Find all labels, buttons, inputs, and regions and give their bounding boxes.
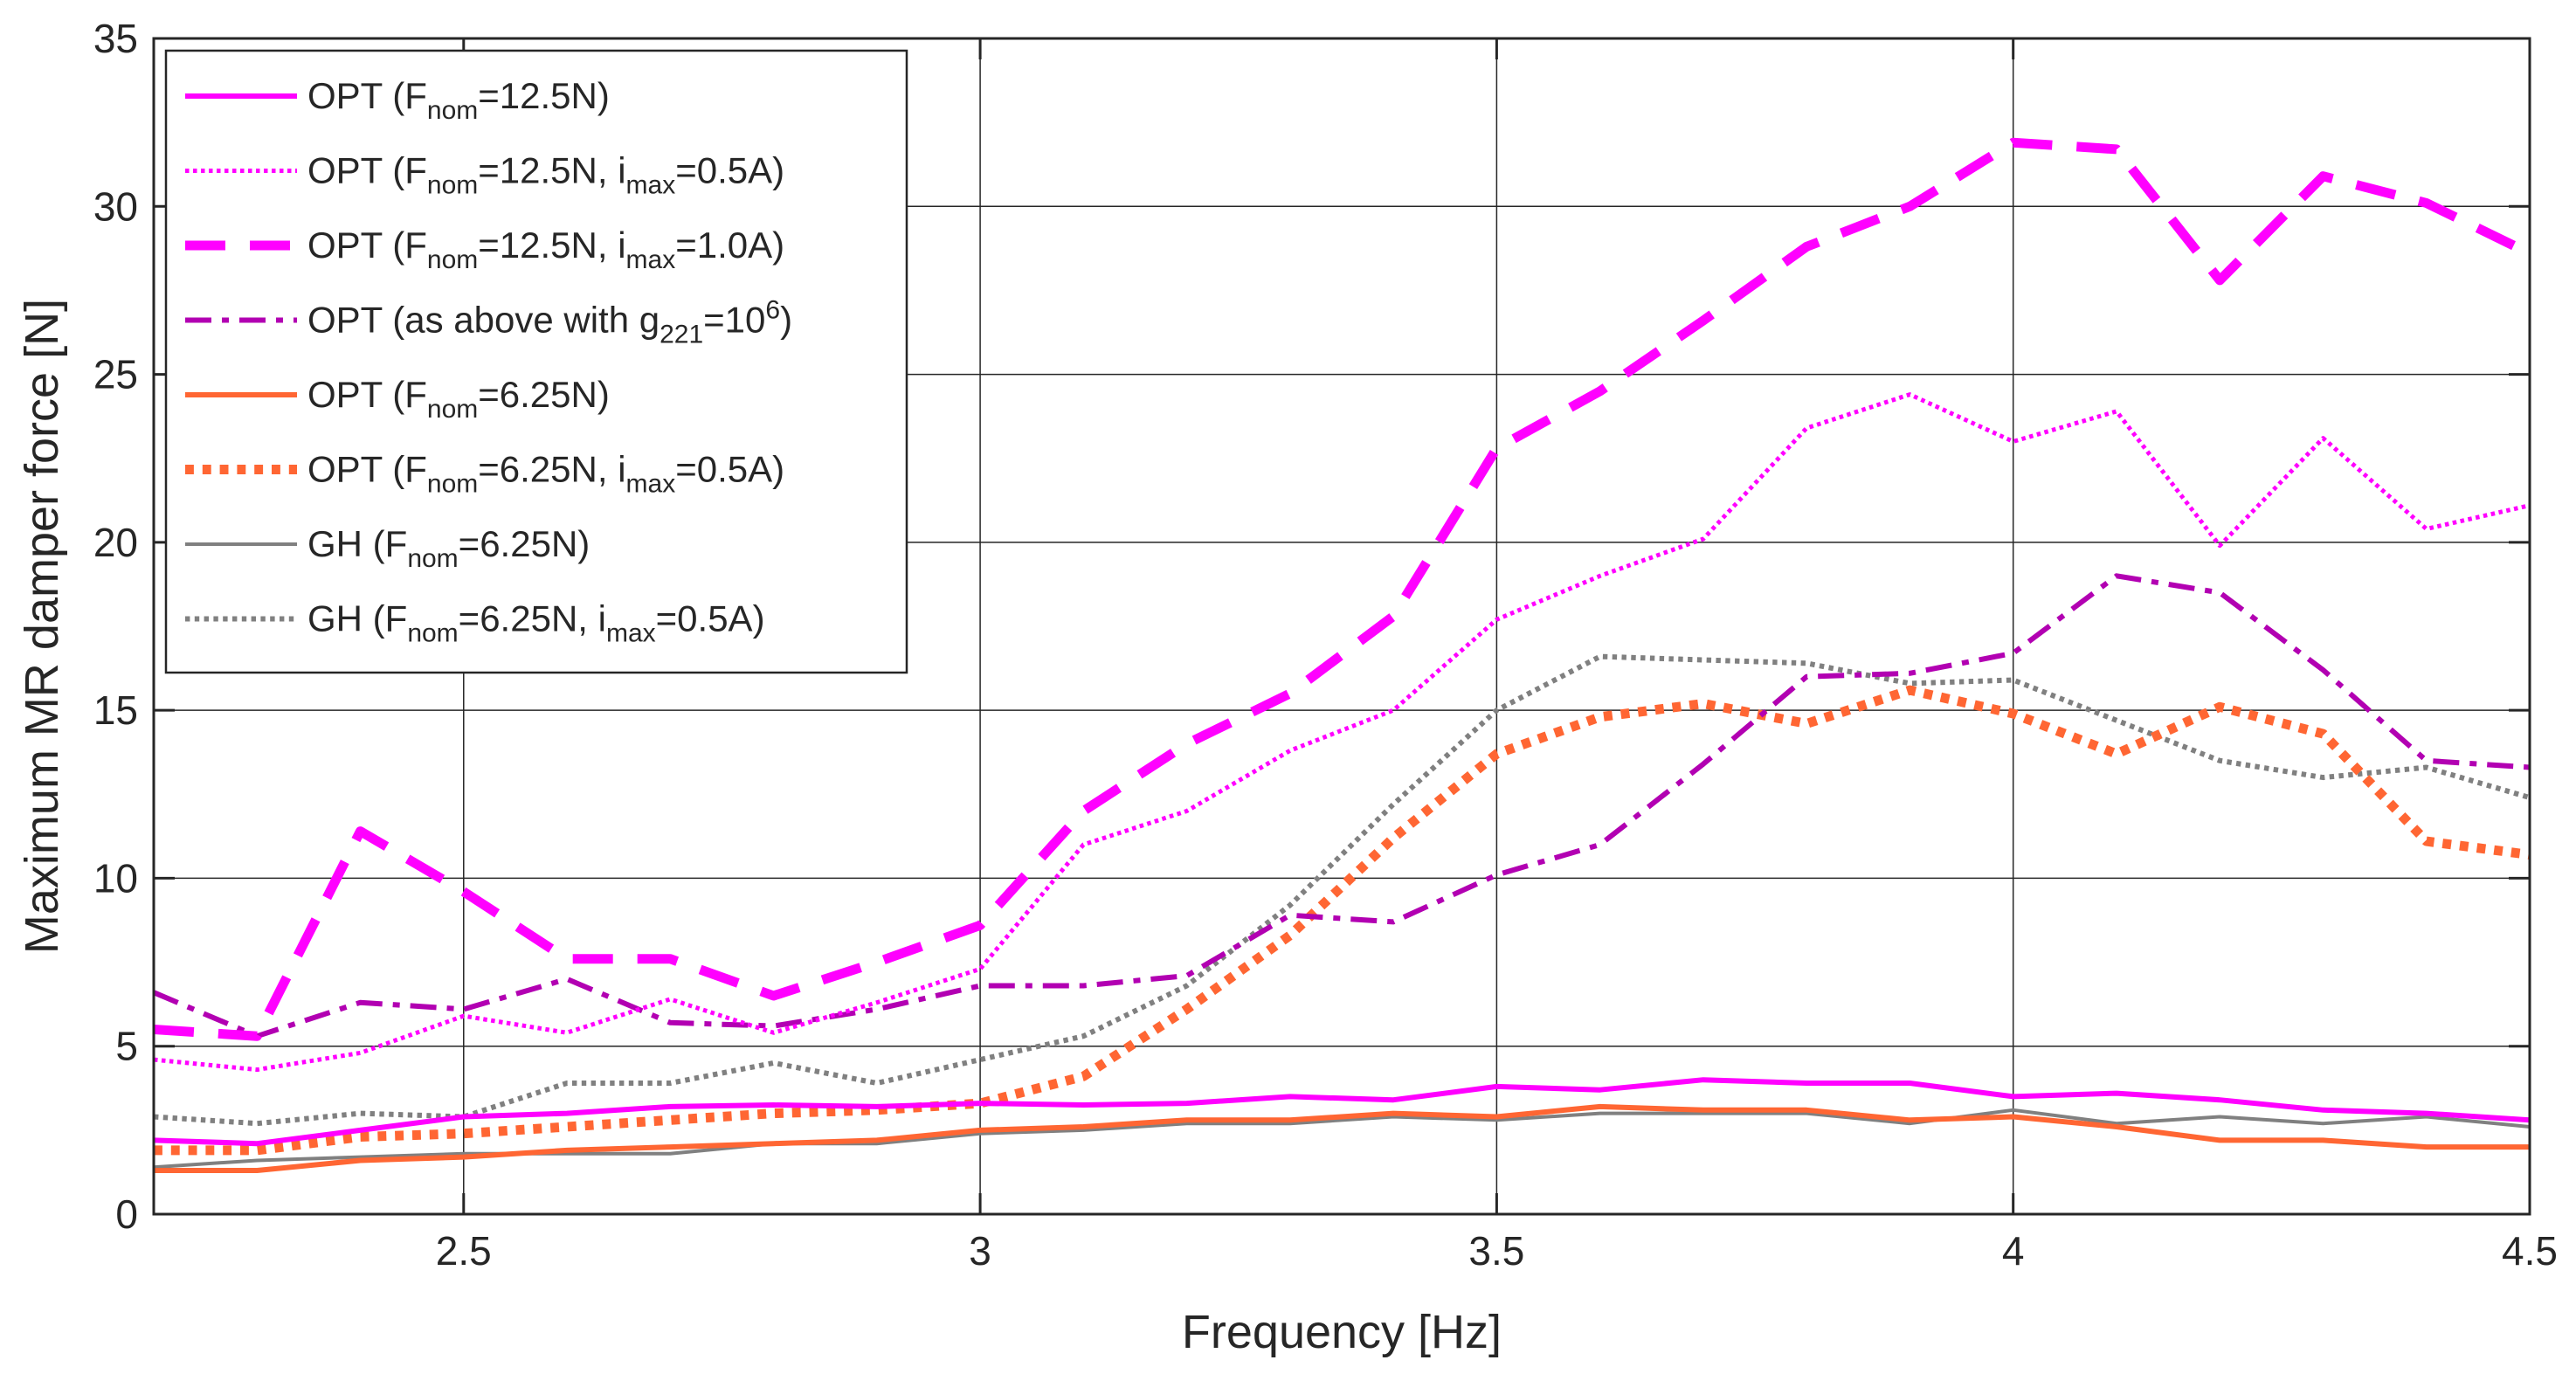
legend-text-segment: GH (F [307, 523, 407, 564]
legend-text-segment: nom [427, 470, 478, 499]
series-line-2 [154, 137, 2530, 1041]
legend-text-segment: nom [427, 96, 478, 125]
legend-text-segment: max [626, 245, 676, 274]
legend-entry: GH (Fnom=6.25N) [307, 523, 590, 573]
legend-text-segment: nom [427, 395, 478, 424]
y-tick-label: 35 [93, 16, 138, 61]
series-layer [154, 137, 2530, 1173]
legend-entry: OPT (Fnom=12.5N, imax=0.5A) [307, 150, 784, 200]
legend-text-segment: GH (F [307, 598, 407, 639]
ticks: 2.5 3 3.5 4 4.5 0 5 10 15 20 25 30 35 [93, 16, 2558, 1274]
y-axis-label: Maximum MR damper force [N] [16, 299, 68, 954]
legend-text-segment: nom [427, 245, 478, 274]
series-line-0 [154, 1077, 2530, 1147]
x-axis-label: Frequency [Hz] [1182, 1306, 1502, 1358]
series-line-7 [154, 653, 2530, 1127]
legend-text-segment: =0.5A) [675, 449, 784, 490]
y-tick-label: 0 [115, 1191, 138, 1237]
legend-text-segment: =6.25N, i [478, 449, 625, 490]
x-tick-label: 4.5 [2502, 1228, 2558, 1274]
legend-text-segment: max [606, 619, 656, 648]
legend-text-segment: OPT (F [307, 75, 427, 116]
y-tick-label: 5 [115, 1024, 138, 1069]
legend-text-segment: =1.0A) [675, 224, 784, 266]
legend-text-segment: max [626, 470, 676, 499]
x-tick-label: 2.5 [436, 1228, 492, 1274]
legend-entry: OPT (Fnom=6.25N, imax=0.5A) [307, 449, 784, 499]
x-tick-label: 3.5 [1468, 1228, 1524, 1274]
series-line-1 [154, 392, 2530, 1073]
series-line-4 [154, 1103, 2530, 1173]
legend-text-segment: =10 [703, 300, 765, 341]
plot-frame [152, 37, 2531, 1216]
legend-entry: OPT (Fnom=12.5N, imax=1.0A) [307, 224, 784, 274]
legend: OPT (Fnom=12.5N)OPT (Fnom=12.5N, imax=0.… [164, 49, 908, 674]
legend-text-segment: =6.25N) [459, 523, 590, 564]
legend-text-segment: ) [780, 300, 792, 341]
legend-box [164, 49, 908, 674]
legend-text-segment: =12.5N) [478, 75, 610, 116]
y-tick-label: 15 [93, 687, 138, 733]
legend-text-segment: nom [407, 544, 458, 573]
y-tick-label: 20 [93, 520, 138, 565]
series-line-3 [154, 573, 2530, 1039]
legend-text-segment: OPT (as above with g [307, 300, 660, 341]
legend-text-segment: =6.25N, i [459, 598, 606, 639]
legend-entry: OPT (Fnom=12.5N) [307, 75, 610, 125]
legend-entry: GH (Fnom=6.25N, imax=0.5A) [307, 598, 765, 648]
x-tick-label: 4 [2002, 1228, 2025, 1274]
legend-text-segment: OPT (F [307, 374, 427, 415]
legend-text-segment: 221 [660, 321, 703, 349]
y-tick-label: 30 [93, 183, 138, 229]
legend-text-segment: =0.5A) [675, 150, 784, 191]
legend-text-segment: nom [407, 619, 458, 648]
legend-text-segment: max [626, 171, 676, 200]
legend-entry: OPT (as above with g221=106) [307, 296, 792, 349]
legend-text-segment: OPT (F [307, 449, 427, 490]
y-tick-label: 10 [93, 855, 138, 901]
y-tick-label: 25 [93, 352, 138, 397]
legend-text-segment: 6 [765, 296, 780, 325]
legend-text-segment: nom [427, 171, 478, 200]
x-tick-label: 3 [969, 1228, 991, 1274]
legend-text-segment: =12.5N, i [478, 150, 625, 191]
legend-text-segment: =6.25N) [478, 374, 610, 415]
legend-text-segment: OPT (F [307, 224, 427, 266]
legend-entry: OPT (Fnom=6.25N) [307, 374, 610, 424]
legend-text-segment: =12.5N, i [478, 224, 625, 266]
legend-text-segment: OPT (F [307, 150, 427, 191]
legend-text-segment: =0.5A) [656, 598, 765, 639]
